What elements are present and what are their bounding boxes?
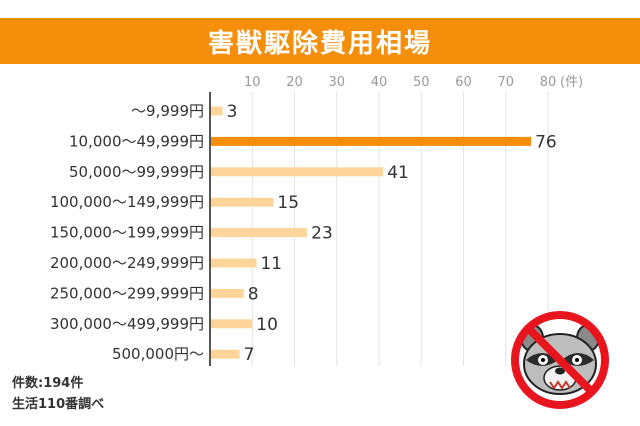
bar: [211, 258, 257, 268]
x-tick-label: 50: [413, 75, 430, 90]
x-tick-label: 60: [455, 75, 472, 90]
category-label: 500,000円〜: [112, 345, 204, 363]
x-tick-label: 80: [540, 75, 557, 90]
no-raccoon-icon: [511, 311, 609, 409]
value-label: 10: [256, 315, 278, 335]
category-label: 10,000〜49,999円: [69, 132, 204, 150]
category-label: 〜9,999円: [131, 102, 204, 120]
value-label: 41: [387, 163, 409, 183]
x-unit-label: (件): [560, 75, 583, 90]
chart-title: 害獣駆除費用相場: [207, 28, 432, 59]
source-footnote: 生活110番調べ: [12, 397, 105, 412]
bar: [211, 349, 240, 359]
value-label: 23: [311, 224, 333, 244]
value-label: 76: [535, 132, 557, 152]
category-label: 250,000〜299,999円: [50, 284, 204, 302]
bar: [211, 228, 308, 238]
bar: [211, 288, 244, 298]
bar: [211, 319, 253, 329]
value-label: 11: [260, 254, 282, 274]
bar-chart: 10 20 30 40 50 60 70 80 (件) 〜9,999円 3 10,000〜49,999…: [50, 75, 583, 366]
value-label: 3: [227, 102, 238, 122]
bar: [211, 167, 384, 177]
category-label: 100,000〜149,999円: [50, 193, 204, 211]
category-label: 150,000〜199,999円: [50, 224, 204, 242]
x-tick-label: 70: [497, 75, 514, 90]
category-label: 300,000〜499,999円: [50, 315, 204, 333]
x-tick-label: 40: [371, 75, 388, 90]
bar: [211, 136, 532, 146]
count-footnote: 件数:194件: [12, 376, 84, 391]
value-label: 7: [244, 345, 255, 365]
x-tick-label: 20: [286, 75, 303, 90]
category-label: 200,000〜249,999円: [50, 254, 204, 272]
bar: [211, 106, 223, 116]
x-tick-label: 10: [244, 75, 261, 90]
value-label: 15: [277, 193, 299, 213]
category-label: 50,000〜99,999円: [69, 163, 204, 181]
x-tick-label: 30: [328, 75, 345, 90]
bar: [211, 197, 274, 207]
value-label: 8: [248, 284, 259, 304]
chart-title-banner: 害獣駆除費用相場: [0, 18, 640, 64]
